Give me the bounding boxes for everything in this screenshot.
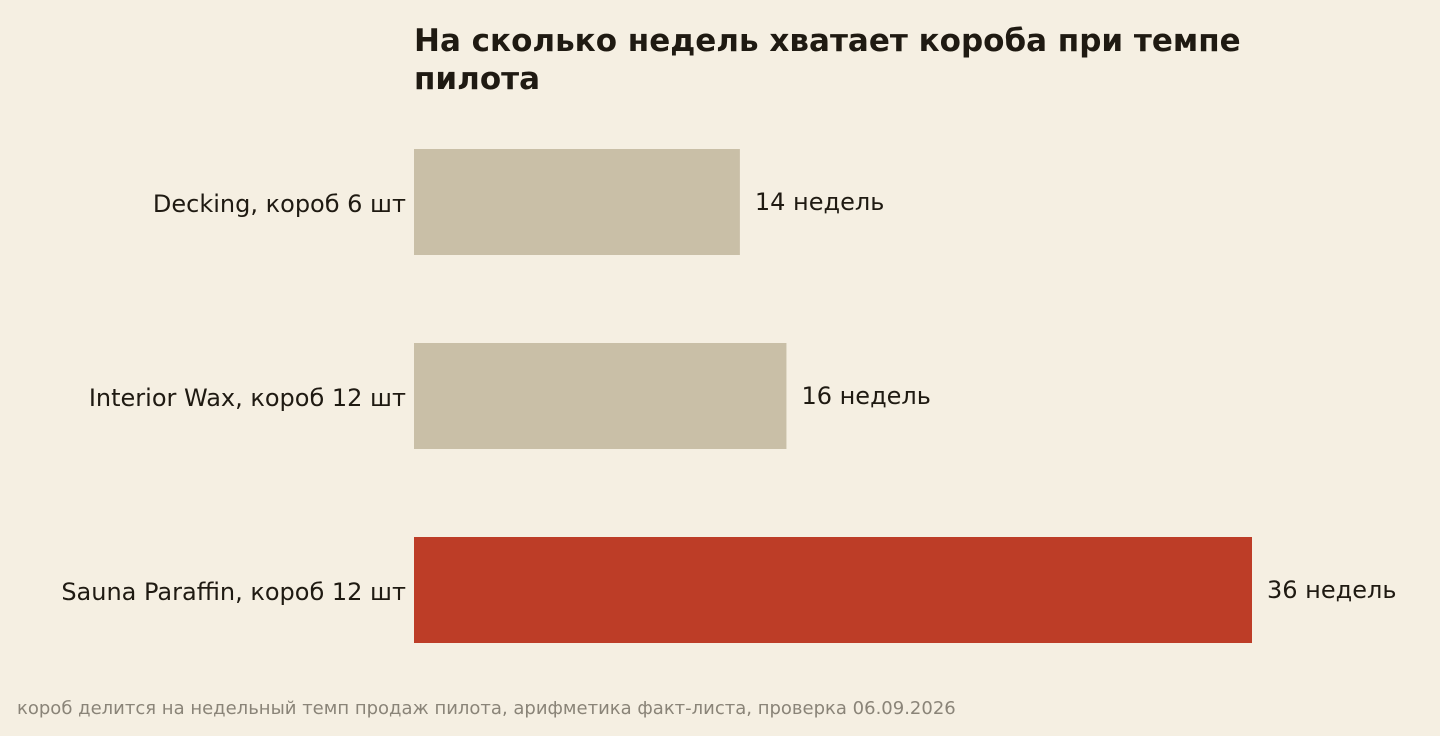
value-label-1: 16 недель: [801, 382, 930, 410]
chart-title-line-1: На сколько недель хватает короба при тем…: [414, 23, 1241, 59]
chart-title-line-2: пилота: [414, 61, 540, 97]
bars-group: Decking, короб 6 шт 14 недель Interior Wax…: [61, 149, 1396, 643]
category-label-1: Interior Wax, короб 12 шт: [89, 384, 406, 412]
chart-footnote: короб делится на недельный темп продаж п…: [17, 698, 956, 719]
bar-0: [414, 149, 740, 255]
category-label-2: Sauna Paraffin, короб 12 шт: [61, 578, 406, 606]
category-label-0: Decking, короб 6 шт: [153, 190, 406, 218]
bar-2: [414, 537, 1252, 643]
value-label-0: 14 недель: [755, 188, 884, 216]
value-label-2: 36 недель: [1267, 576, 1396, 604]
bar-1: [414, 343, 787, 449]
